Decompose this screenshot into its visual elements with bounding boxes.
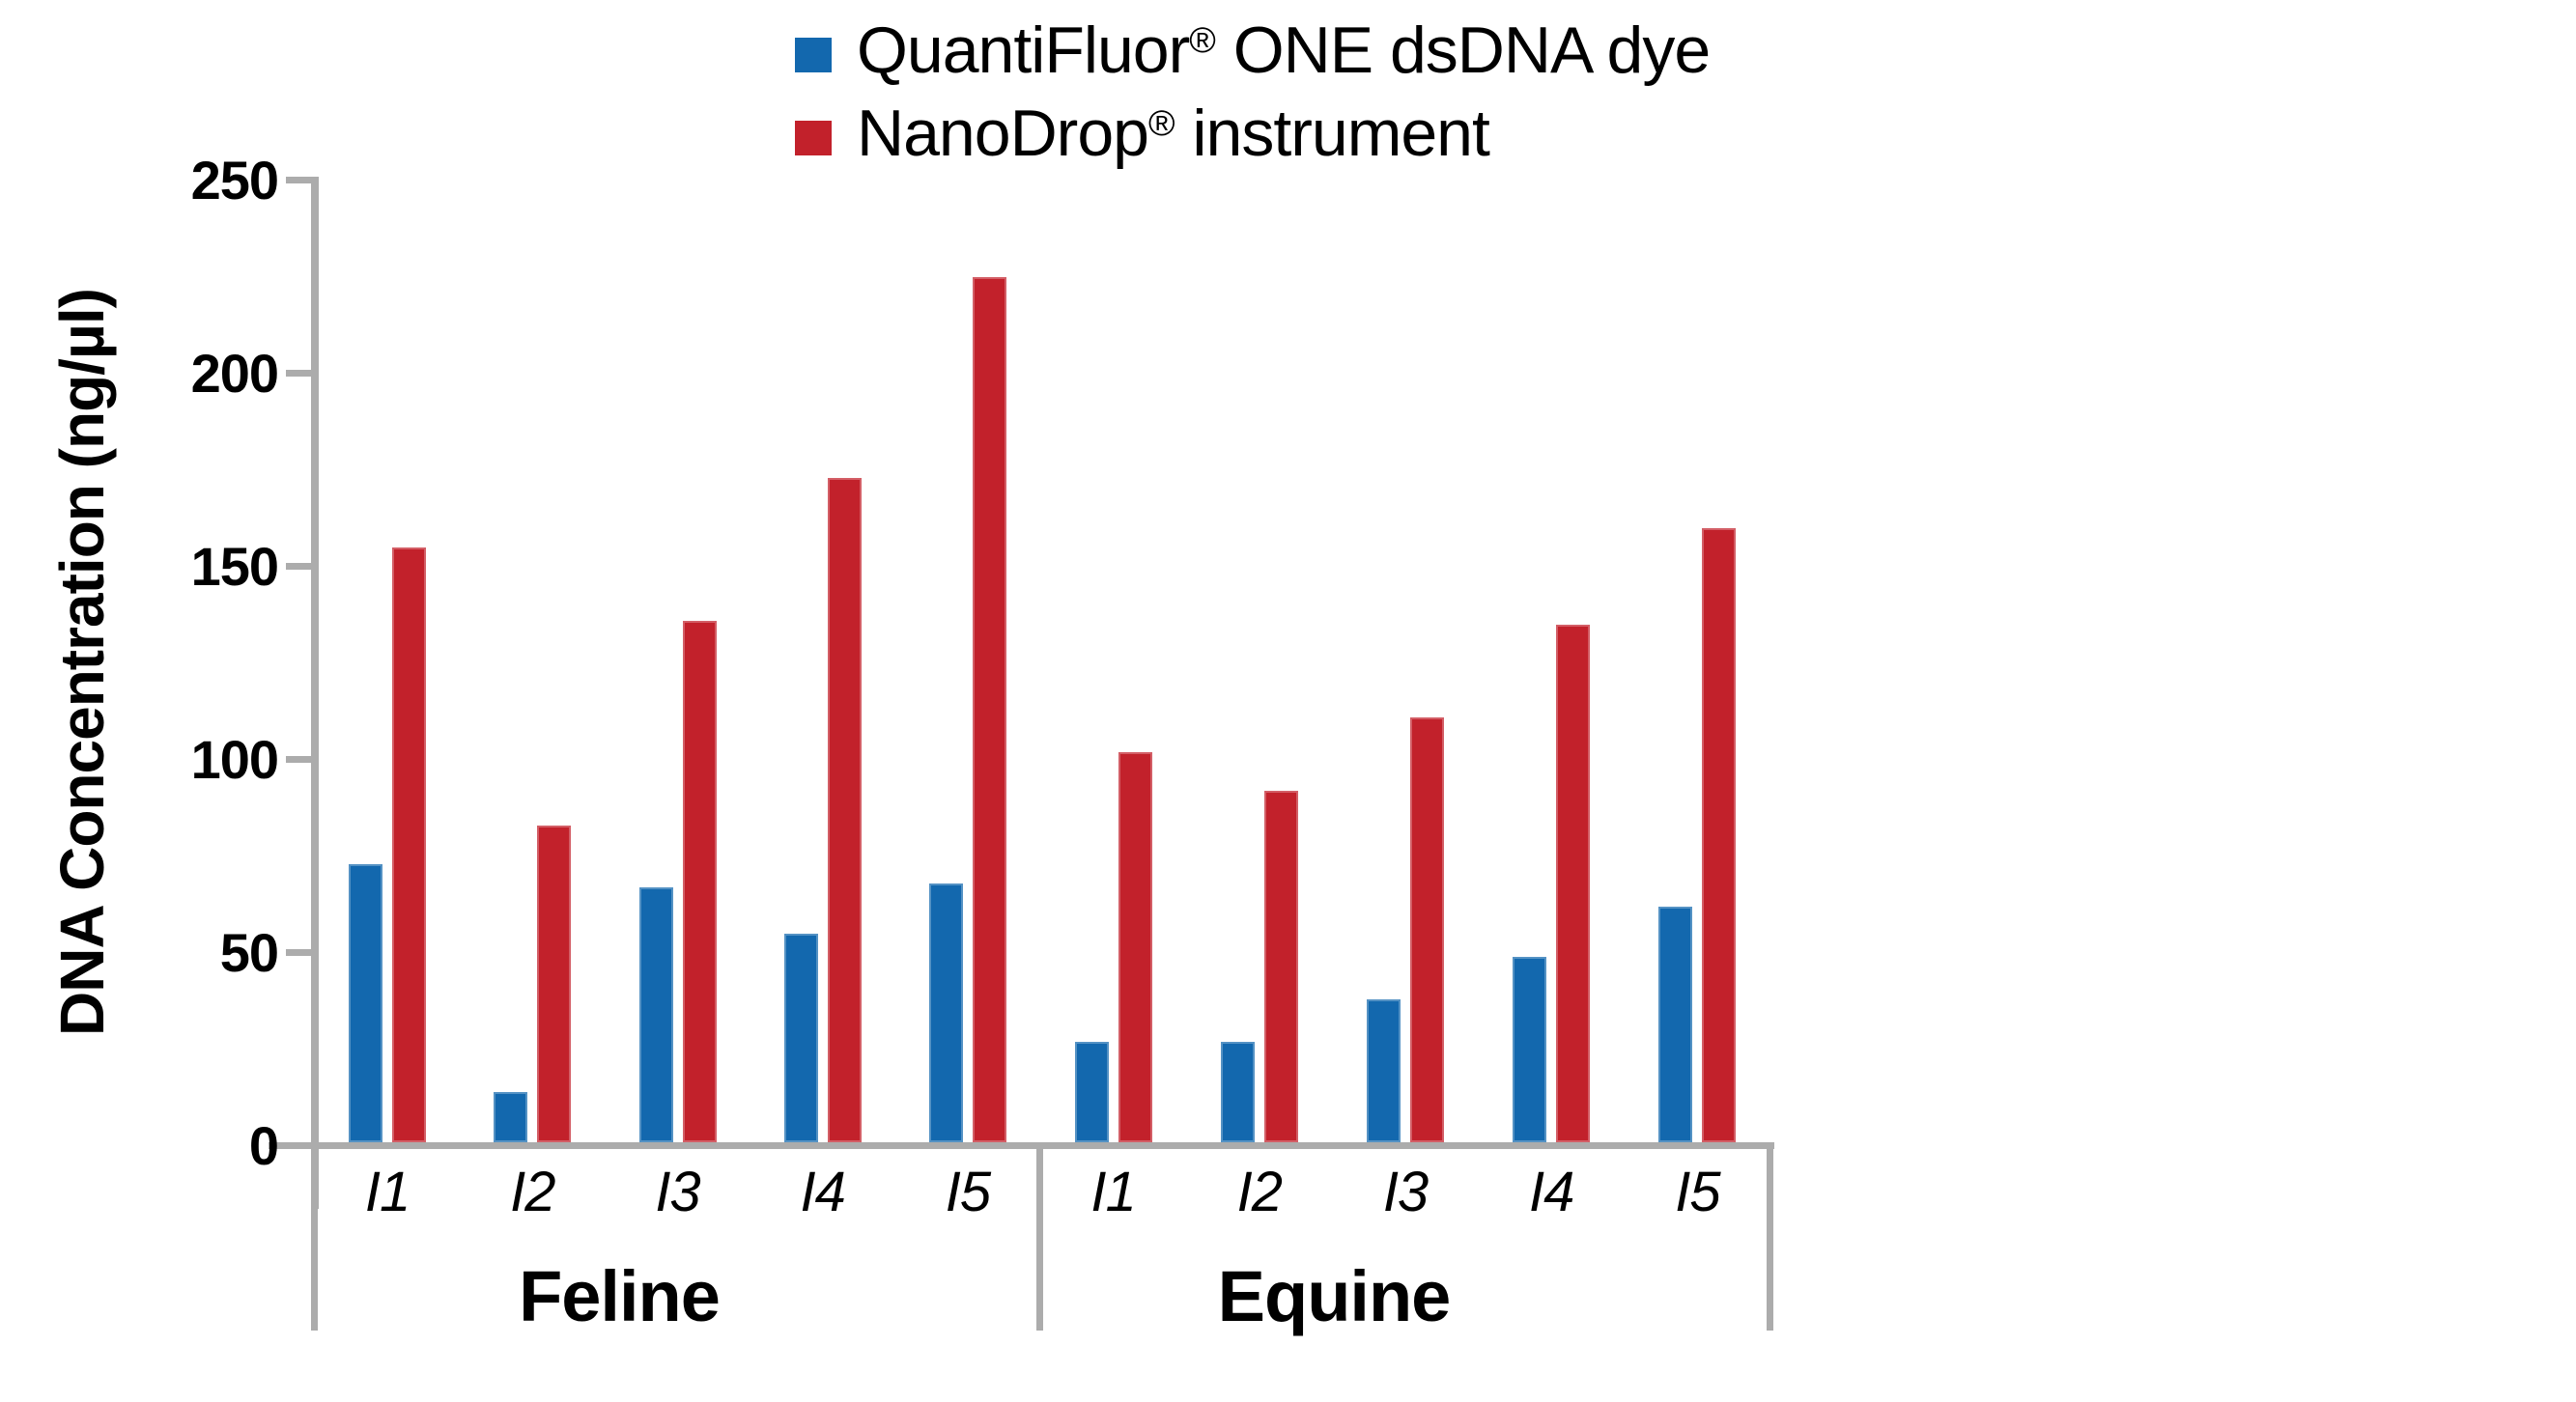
bar-equine-i1-s1 xyxy=(1118,752,1152,1142)
bar-equine-i5-s1 xyxy=(1702,528,1737,1142)
legend-swatch-nanodrop-icon xyxy=(795,121,832,155)
legend-item-quantifluor: QuantiFluor® ONE dsDNA dye xyxy=(795,16,1711,89)
legend-label-nanodrop: NanoDrop® instrument xyxy=(857,97,1490,170)
bar-equine-i3-s1 xyxy=(1410,717,1444,1142)
bar-feline-i1-s1 xyxy=(392,547,427,1142)
bar-feline-i2-s0 xyxy=(494,1092,528,1142)
group-divider xyxy=(311,1149,318,1331)
legend-swatch-quantifluor-icon xyxy=(795,38,832,72)
registered-trademark-icon: ® xyxy=(1189,19,1216,61)
bar-equine-i1-s0 xyxy=(1074,1042,1109,1142)
category-label: I4 xyxy=(1529,1161,1574,1223)
category-label: I1 xyxy=(364,1161,410,1223)
y-tick-label: 200 xyxy=(190,342,279,404)
bar-feline-i5-s1 xyxy=(972,277,1006,1142)
y-tick xyxy=(286,370,311,377)
x-axis-baseline xyxy=(311,1142,1774,1149)
y-tick xyxy=(286,756,311,763)
y-tick-label: 250 xyxy=(190,149,279,210)
category-label: I2 xyxy=(1236,1161,1283,1223)
bar-feline-i5-s0 xyxy=(928,883,963,1142)
category-label: I5 xyxy=(1675,1161,1720,1223)
y-tick xyxy=(286,563,311,570)
y-tick-label: 100 xyxy=(190,728,279,790)
group-label-equine: Equine xyxy=(1217,1256,1452,1336)
bar-feline-i2-s1 xyxy=(537,826,572,1142)
bar-equine-i4-s1 xyxy=(1556,625,1591,1142)
bar-equine-i2-s1 xyxy=(1263,791,1298,1142)
category-label: I1 xyxy=(1090,1161,1136,1223)
bar-equine-i2-s0 xyxy=(1220,1042,1255,1142)
category-label: I3 xyxy=(1382,1161,1429,1223)
category-label: I4 xyxy=(800,1161,846,1223)
y-tick xyxy=(286,949,311,956)
category-label: I5 xyxy=(945,1161,991,1223)
registered-trademark-icon: ® xyxy=(1147,102,1175,144)
group-divider xyxy=(1036,1149,1043,1331)
bar-equine-i4-s0 xyxy=(1513,957,1547,1142)
y-tick-label: 150 xyxy=(190,535,279,597)
bar-feline-i1-s0 xyxy=(349,864,383,1142)
bar-feline-i3-s1 xyxy=(682,621,717,1142)
bar-feline-i3-s0 xyxy=(638,887,673,1142)
y-tick-label: 50 xyxy=(219,921,279,983)
bar-feline-i4-s0 xyxy=(783,934,818,1142)
category-label: I3 xyxy=(655,1161,700,1223)
category-label: I2 xyxy=(510,1161,555,1223)
y-axis-title: DNA Concentration (ng/µl) xyxy=(47,289,117,1036)
y-axis-line xyxy=(311,177,319,1209)
group-divider xyxy=(1767,1149,1773,1331)
y-tick xyxy=(269,1142,311,1149)
bar-feline-i4-s1 xyxy=(827,478,862,1142)
bar-equine-i5-s0 xyxy=(1658,907,1693,1142)
y-tick xyxy=(286,177,311,183)
bar-equine-i3-s0 xyxy=(1367,999,1401,1142)
legend-label-quantifluor: QuantiFluor® ONE dsDNA dye xyxy=(857,14,1711,87)
group-label-feline: Feline xyxy=(519,1256,721,1336)
y-tick-label: 0 xyxy=(248,1114,279,1176)
legend-item-nanodrop: NanoDrop® instrument xyxy=(795,99,1490,172)
